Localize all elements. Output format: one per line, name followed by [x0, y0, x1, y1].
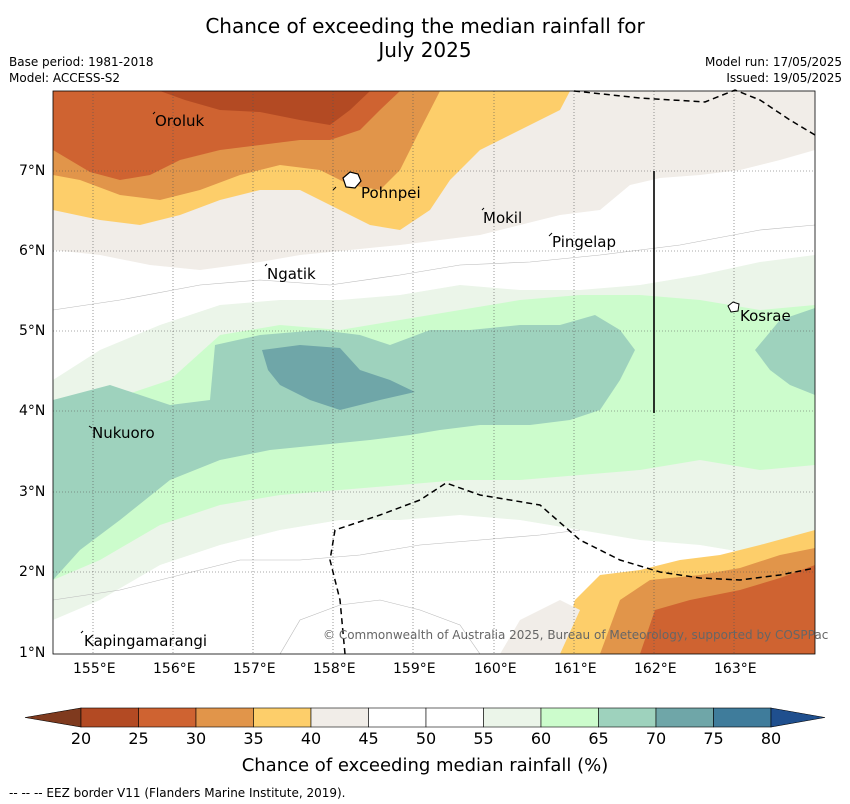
lon-label: 155°E: [73, 661, 116, 677]
colorbar-tick-label: 45: [358, 729, 379, 748]
colorbar-cell: [540, 707, 599, 728]
lon-label: 159°E: [393, 661, 436, 677]
issued-date: Issued: 19/05/2025: [726, 71, 842, 85]
colorbar-tick-label: 20: [70, 729, 92, 748]
lat-label: 5°N: [19, 323, 46, 339]
eez-border: [329, 89, 816, 655]
lon-label: 158°E: [313, 661, 356, 677]
graticule: [53, 91, 815, 654]
colorbar-cell: [80, 707, 139, 728]
kosrae-island-icon: [727, 301, 740, 313]
place-label-oroluk: Oroluk: [155, 112, 205, 130]
colorbar-tick-label: 35: [243, 729, 264, 748]
colorbar: [24, 707, 826, 728]
colorbar-extension-low: [24, 707, 82, 728]
colorbar-tick-label: 25: [128, 729, 149, 748]
colorbar-cell: [138, 707, 197, 728]
colorbar-tick-label: 80: [760, 729, 782, 748]
model-name: Model: ACCESS-S2: [9, 71, 121, 85]
colorbar-tick-label: 55: [473, 729, 494, 748]
colorbar-cell: [598, 707, 657, 728]
place-label-kosrae: Kosrae: [740, 307, 791, 325]
colorbar-cell: [368, 707, 427, 728]
colorbar-extension-high: [770, 707, 826, 728]
colorbar-cell: [483, 707, 542, 728]
contour-fill: [53, 91, 815, 654]
colorbar-tick-label: 60: [530, 729, 552, 748]
colorbar-cell: [425, 707, 484, 728]
colorbar-tick-label: 70: [645, 729, 667, 748]
colorbar-title: Chance of exceeding median rainfall (%): [241, 755, 609, 776]
colorbar-tick-label: 40: [300, 729, 322, 748]
place-label-pohnpei: Pohnpei: [361, 184, 421, 202]
base-period: Base period: 1981-2018: [9, 55, 154, 69]
place-label-mokil: Mokil: [483, 209, 523, 227]
colorbar-cell: [195, 707, 254, 728]
lat-label: 2°N: [19, 564, 46, 580]
copyright-notice: © Commonwealth of Australia 2025, Bureau…: [323, 628, 829, 642]
place-label-ngatik: Ngatik: [267, 265, 316, 283]
colorbar-tick-label: 65: [588, 729, 609, 748]
lat-label: 6°N: [19, 243, 46, 259]
lat-label: 1°N: [19, 645, 46, 661]
place-label-kapingamarangi: Kapingamarangi: [84, 632, 208, 650]
colorbar-tick-label: 75: [703, 729, 724, 748]
place-label-nukuoro: Nukuoro: [92, 424, 155, 442]
colorbar-tick-label: 50: [415, 729, 437, 748]
lon-label: 156°E: [153, 661, 196, 677]
lon-label: 161°E: [554, 661, 597, 677]
model-run: Model run: 17/05/2025: [704, 55, 842, 69]
colorbar-cell: [310, 707, 369, 728]
pohnpei-island-icon: [342, 171, 362, 189]
lon-label: 160°E: [474, 661, 517, 677]
map-frame: [52, 90, 816, 655]
place-label-pingelap: Pingelap: [552, 233, 617, 251]
colorbar-cell: [253, 707, 312, 728]
map-title-line1: Chance of exceeding the median rainfall …: [205, 14, 645, 38]
eez-legend-note: -- -- -- EEZ border V11 (Flanders Marine…: [9, 786, 346, 800]
colorbar-tick-label: 30: [185, 729, 207, 748]
lon-label: 157°E: [233, 661, 276, 677]
lat-label: 4°N: [19, 403, 46, 419]
lon-label: 162°E: [634, 661, 677, 677]
colorbar-cell: [713, 707, 772, 728]
colorbar-cell: [655, 707, 714, 728]
lon-label: 163°E: [714, 661, 757, 677]
map-title-line2: July 2025: [378, 38, 472, 62]
lat-label: 7°N: [19, 163, 46, 179]
lat-label: 3°N: [19, 484, 46, 500]
